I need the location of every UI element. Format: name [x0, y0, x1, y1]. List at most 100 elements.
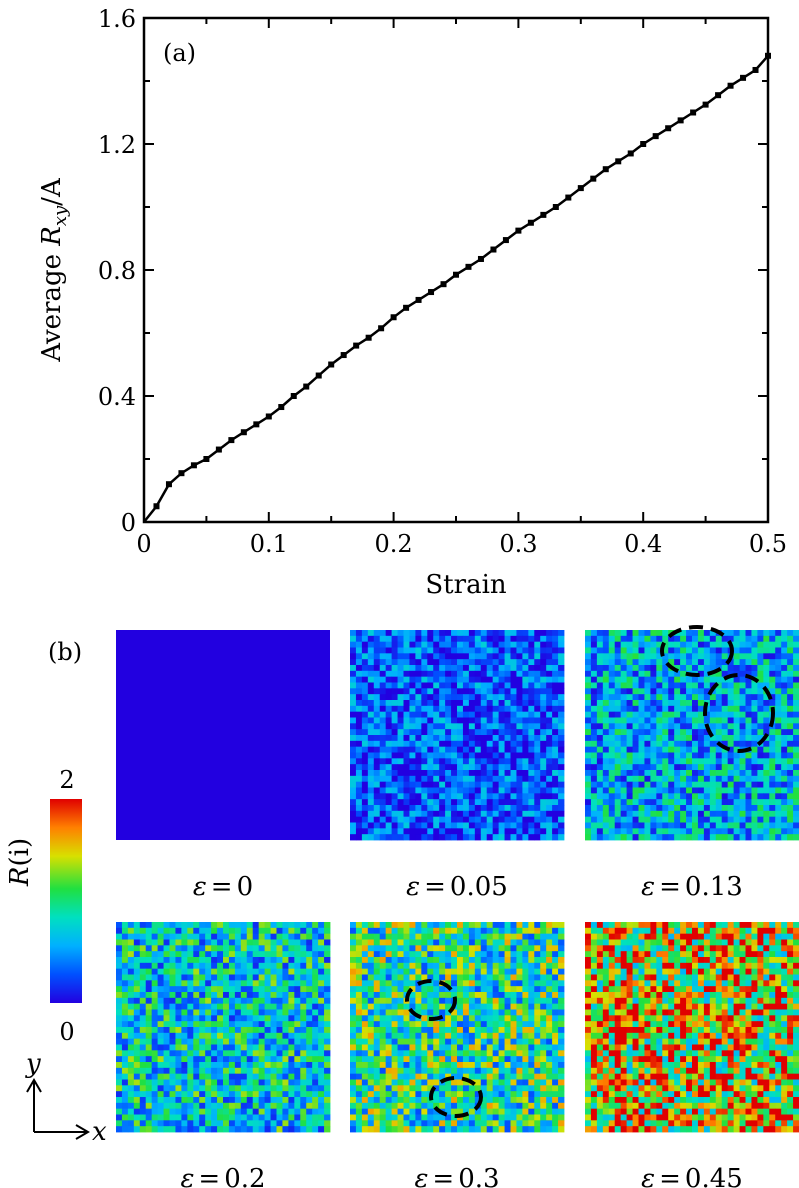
- snapshot-cell: [721, 665, 729, 672]
- snapshot-cell: [787, 799, 794, 806]
- snapshot-cell: [602, 822, 610, 829]
- snapshot-cell: [264, 1003, 271, 1010]
- snapshot-cell: [211, 1032, 218, 1040]
- snapshot-cell: [187, 1091, 194, 1098]
- snapshot-cell: [175, 1044, 182, 1051]
- snapshot-cell: [680, 676, 687, 683]
- snapshot-cell: [534, 793, 541, 800]
- snapshot-cell: [492, 1056, 500, 1063]
- snapshot-cell: [234, 980, 242, 987]
- snapshot-cell: [445, 723, 452, 730]
- snapshot-cell: [427, 974, 434, 981]
- snapshot-cell: [686, 822, 693, 829]
- snapshot-cell: [492, 752, 500, 759]
- snapshot-cell: [674, 735, 681, 742]
- snapshot-cell: [585, 635, 592, 643]
- snapshot-cell: [324, 980, 331, 987]
- snapshot-cell: [697, 822, 705, 829]
- snapshot-cell: [546, 986, 553, 993]
- snapshot-cell: [282, 933, 289, 940]
- snapshot-cell: [534, 670, 541, 678]
- snapshot-cell: [462, 1050, 470, 1057]
- snapshot-cell: [468, 1073, 476, 1080]
- snapshot-cell: [492, 729, 500, 736]
- snapshot-cell: [433, 822, 440, 829]
- snapshot-cell: [462, 1015, 470, 1022]
- snapshot-cell: [211, 1027, 218, 1034]
- snapshot-cell: [692, 647, 699, 654]
- snapshot-cell: [324, 1067, 331, 1075]
- snapshot-cell: [415, 957, 422, 964]
- snapshot-cell: [510, 670, 517, 678]
- snapshot-cell: [193, 1073, 200, 1080]
- data-point: [328, 361, 335, 368]
- snapshot-cell: [240, 1079, 248, 1086]
- snapshot-cell: [445, 758, 452, 765]
- snapshot-cell: [409, 1044, 416, 1051]
- snapshot-cell: [457, 735, 464, 742]
- snapshot-cell: [558, 705, 565, 713]
- snapshot-cell: [534, 735, 541, 742]
- snapshot-cell: [379, 641, 387, 648]
- snapshot-cell: [264, 1102, 271, 1110]
- snapshot-cell: [199, 945, 206, 952]
- snapshot-cell: [590, 770, 598, 777]
- data-point: [702, 101, 709, 108]
- snapshot-cell: [252, 962, 260, 970]
- snapshot-cell: [445, 775, 452, 783]
- snapshot-cell: [439, 834, 446, 841]
- snapshot-cell: [474, 927, 482, 935]
- snapshot-cell: [457, 653, 464, 660]
- snapshot-cell: [121, 939, 129, 946]
- snapshot-cell: [312, 951, 319, 958]
- snapshot-cell: [403, 939, 410, 946]
- snapshot-cell: [697, 781, 705, 788]
- snapshot-cell: [787, 735, 794, 742]
- snapshot-cell: [355, 1003, 363, 1010]
- snapshot-cell: [686, 828, 693, 835]
- snapshot-cell: [205, 1079, 212, 1086]
- snapshot-cell: [498, 1021, 505, 1028]
- snapshot-cell: [234, 927, 242, 935]
- snapshot-cell: [133, 1044, 141, 1051]
- snapshot-cell: [312, 974, 319, 981]
- snapshot-cell: [522, 816, 529, 823]
- snapshot-cell: [409, 992, 416, 999]
- snapshot-cell: [379, 1038, 387, 1045]
- snapshot-cell: [468, 992, 476, 999]
- snapshot-cell: [474, 758, 482, 765]
- snapshot-cell: [528, 834, 535, 841]
- snapshot-cell: [228, 1032, 236, 1040]
- snapshot-cell: [462, 793, 470, 800]
- snapshot-cell: [421, 1050, 428, 1057]
- snapshot-cell: [234, 962, 242, 970]
- snapshot-cell: [312, 939, 319, 946]
- snapshot-cell: [733, 717, 740, 724]
- snapshot-cell: [409, 933, 416, 940]
- snapshot-cell: [558, 793, 565, 800]
- snapshot-cell: [139, 986, 147, 993]
- snapshot-cell: [468, 1067, 476, 1075]
- snapshot-cell: [397, 922, 404, 929]
- snapshot-cell: [474, 957, 482, 964]
- snapshot-cell: [769, 653, 776, 660]
- snapshot-cell: [409, 980, 416, 987]
- snapshot-cell: [228, 1097, 236, 1104]
- snapshot-cell: [379, 1009, 387, 1016]
- snapshot-cell: [193, 1050, 200, 1057]
- snapshot-cell: [781, 787, 788, 794]
- snapshot-cell: [217, 945, 224, 952]
- snapshot-cell: [715, 799, 723, 806]
- snapshot-cell: [361, 822, 369, 829]
- snapshot-cell: [427, 682, 434, 689]
- snapshot-cell: [769, 647, 776, 654]
- snapshot-cell: [252, 974, 260, 981]
- snapshot-cell: [522, 676, 529, 683]
- snapshot-cell: [234, 945, 242, 952]
- snapshot-cell: [504, 665, 511, 672]
- snapshot-cell: [486, 986, 494, 993]
- snapshot-cell: [415, 1050, 422, 1057]
- snapshot-cell: [427, 805, 434, 812]
- snapshot-cell: [558, 711, 565, 718]
- snapshot-cell: [403, 968, 410, 975]
